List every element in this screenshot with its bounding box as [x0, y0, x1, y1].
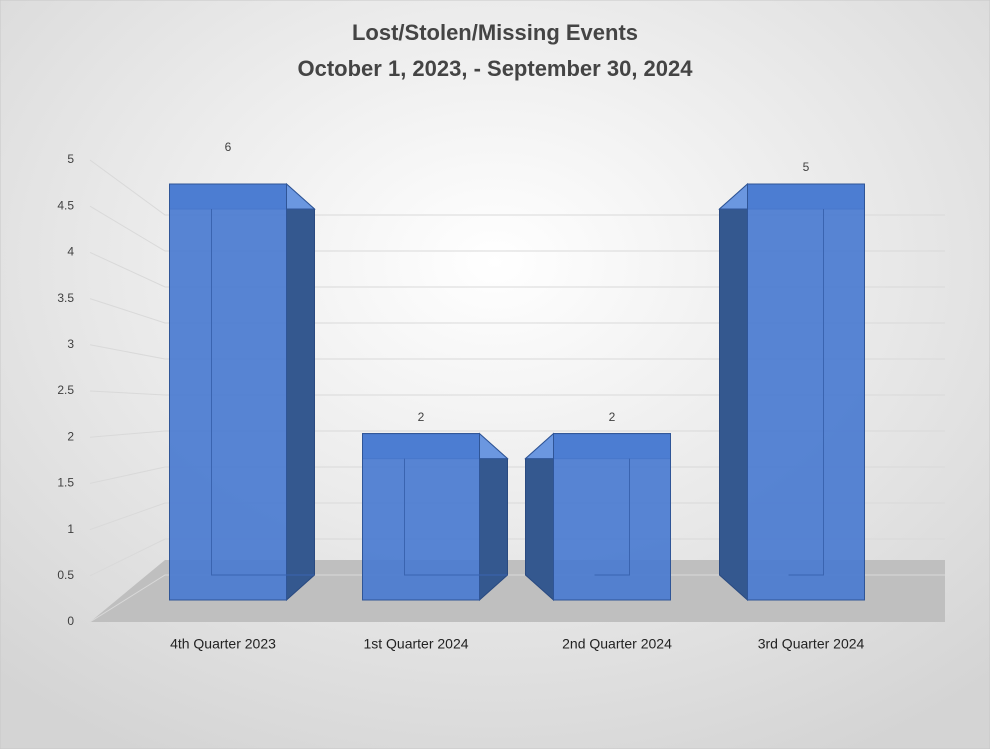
y-tick-label: 4	[67, 245, 74, 259]
grid-line	[89, 538, 945, 577]
bar	[747, 183, 865, 601]
x-tick-label: 3rd Quarter 2024	[758, 636, 865, 652]
grid-line	[89, 574, 945, 623]
data-label: 2	[418, 410, 425, 424]
grid-line	[89, 430, 945, 438]
grid-line	[89, 466, 945, 484]
bar-edge	[788, 209, 824, 576]
grid-line	[89, 205, 945, 252]
grid-line	[89, 251, 945, 288]
data-label: 2	[609, 410, 616, 424]
y-tick-label: 2	[67, 429, 74, 443]
bar-side	[286, 182, 315, 602]
y-tick-label: 3.5	[57, 291, 74, 305]
data-label: 6	[225, 140, 232, 154]
bar	[553, 433, 671, 601]
x-tick-label: 2nd Quarter 2024	[562, 636, 672, 652]
bar	[169, 183, 287, 601]
y-tick-label: 0.5	[57, 568, 74, 582]
y-tick-label: 0	[67, 614, 74, 628]
chart-subtitle: October 1, 2023, - September 30, 2024	[298, 56, 694, 81]
chart-title: Lost/Stolen/Missing Events	[352, 20, 638, 45]
grid-line	[89, 298, 945, 324]
grid-line	[89, 159, 945, 216]
y-tick-label: 4.5	[57, 198, 74, 212]
grid-line	[89, 344, 945, 360]
bar-edge	[594, 458, 630, 576]
bars	[169, 182, 865, 602]
grid-line	[89, 390, 945, 396]
bar	[362, 433, 480, 601]
y-tick-label: 3	[67, 337, 74, 351]
bar-edge	[404, 458, 508, 576]
bar-edge	[211, 209, 315, 576]
bar-side	[719, 182, 748, 602]
grid-line	[89, 502, 945, 531]
y-tick-label: 2.5	[57, 383, 74, 397]
data-label: 5	[803, 160, 810, 174]
x-tick-label: 1st Quarter 2024	[363, 636, 468, 652]
x-tick-label: 4th Quarter 2023	[170, 636, 276, 652]
y-tick-label: 1.5	[57, 476, 74, 490]
y-tick-label: 1	[67, 522, 74, 536]
y-tick-label: 5	[67, 152, 74, 166]
